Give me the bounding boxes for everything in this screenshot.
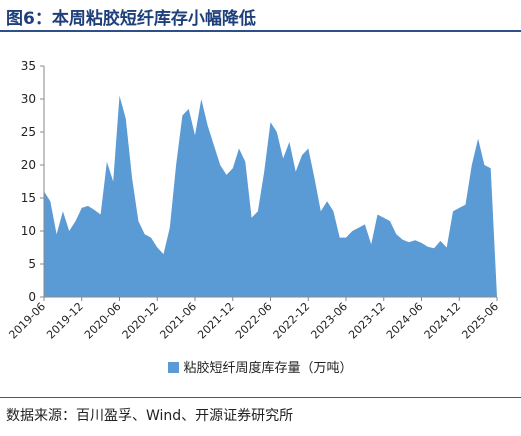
x-tick-label: 2021-12 — [195, 300, 237, 342]
series-area-group — [44, 95, 497, 297]
y-tick-label: 30 — [21, 92, 36, 106]
x-tick-label: 2021-06 — [157, 300, 199, 342]
x-tick-label: 2022-06 — [233, 300, 275, 342]
x-tick-label: 2020-12 — [120, 300, 162, 342]
x-tick-label: 2023-06 — [308, 300, 350, 342]
y-tick-label: 35 — [21, 59, 36, 73]
x-tick-label: 2024-12 — [422, 300, 464, 342]
x-tick-label: 2020-06 — [82, 300, 124, 342]
y-tick-label: 15 — [21, 191, 36, 205]
x-tick-label: 2019-06 — [6, 300, 48, 342]
x-tick-labels: 2019-062019-122020-062020-122021-062021-… — [6, 297, 501, 342]
x-tick-label: 2025-06 — [459, 300, 501, 342]
title-divider — [0, 30, 521, 32]
x-tick-label: 2019-12 — [44, 300, 86, 342]
y-tick-label: 10 — [21, 224, 36, 238]
figure-title: 图6：本周粘胶短纤库存小幅降低 — [6, 9, 256, 29]
series-area — [44, 95, 497, 297]
x-tick-label: 2023-12 — [346, 300, 388, 342]
y-tick-label: 20 — [21, 158, 36, 172]
legend-label: 粘胶短纤周度库存量（万吨） — [183, 361, 353, 376]
y-tick-label: 25 — [21, 125, 36, 139]
y-tick-label: 0 — [28, 290, 36, 304]
y-tick-labels: 0 5 10 15 20 25 30 35 — [21, 59, 44, 304]
x-tick-label: 2024-06 — [384, 300, 426, 342]
x-tick-label: 2022-12 — [271, 300, 313, 342]
legend-swatch — [168, 362, 180, 373]
source-divider — [0, 397, 521, 398]
y-tick-label: 5 — [28, 257, 36, 271]
legend: 粘胶短纤周度库存量（万吨） — [0, 357, 521, 376]
area-chart: 0 5 10 15 20 25 30 35 2019-062019-122020-062020… — [6, 59, 501, 342]
source-note: 数据来源：百川盈孚、Wind、开源证券研究所 — [6, 408, 294, 424]
